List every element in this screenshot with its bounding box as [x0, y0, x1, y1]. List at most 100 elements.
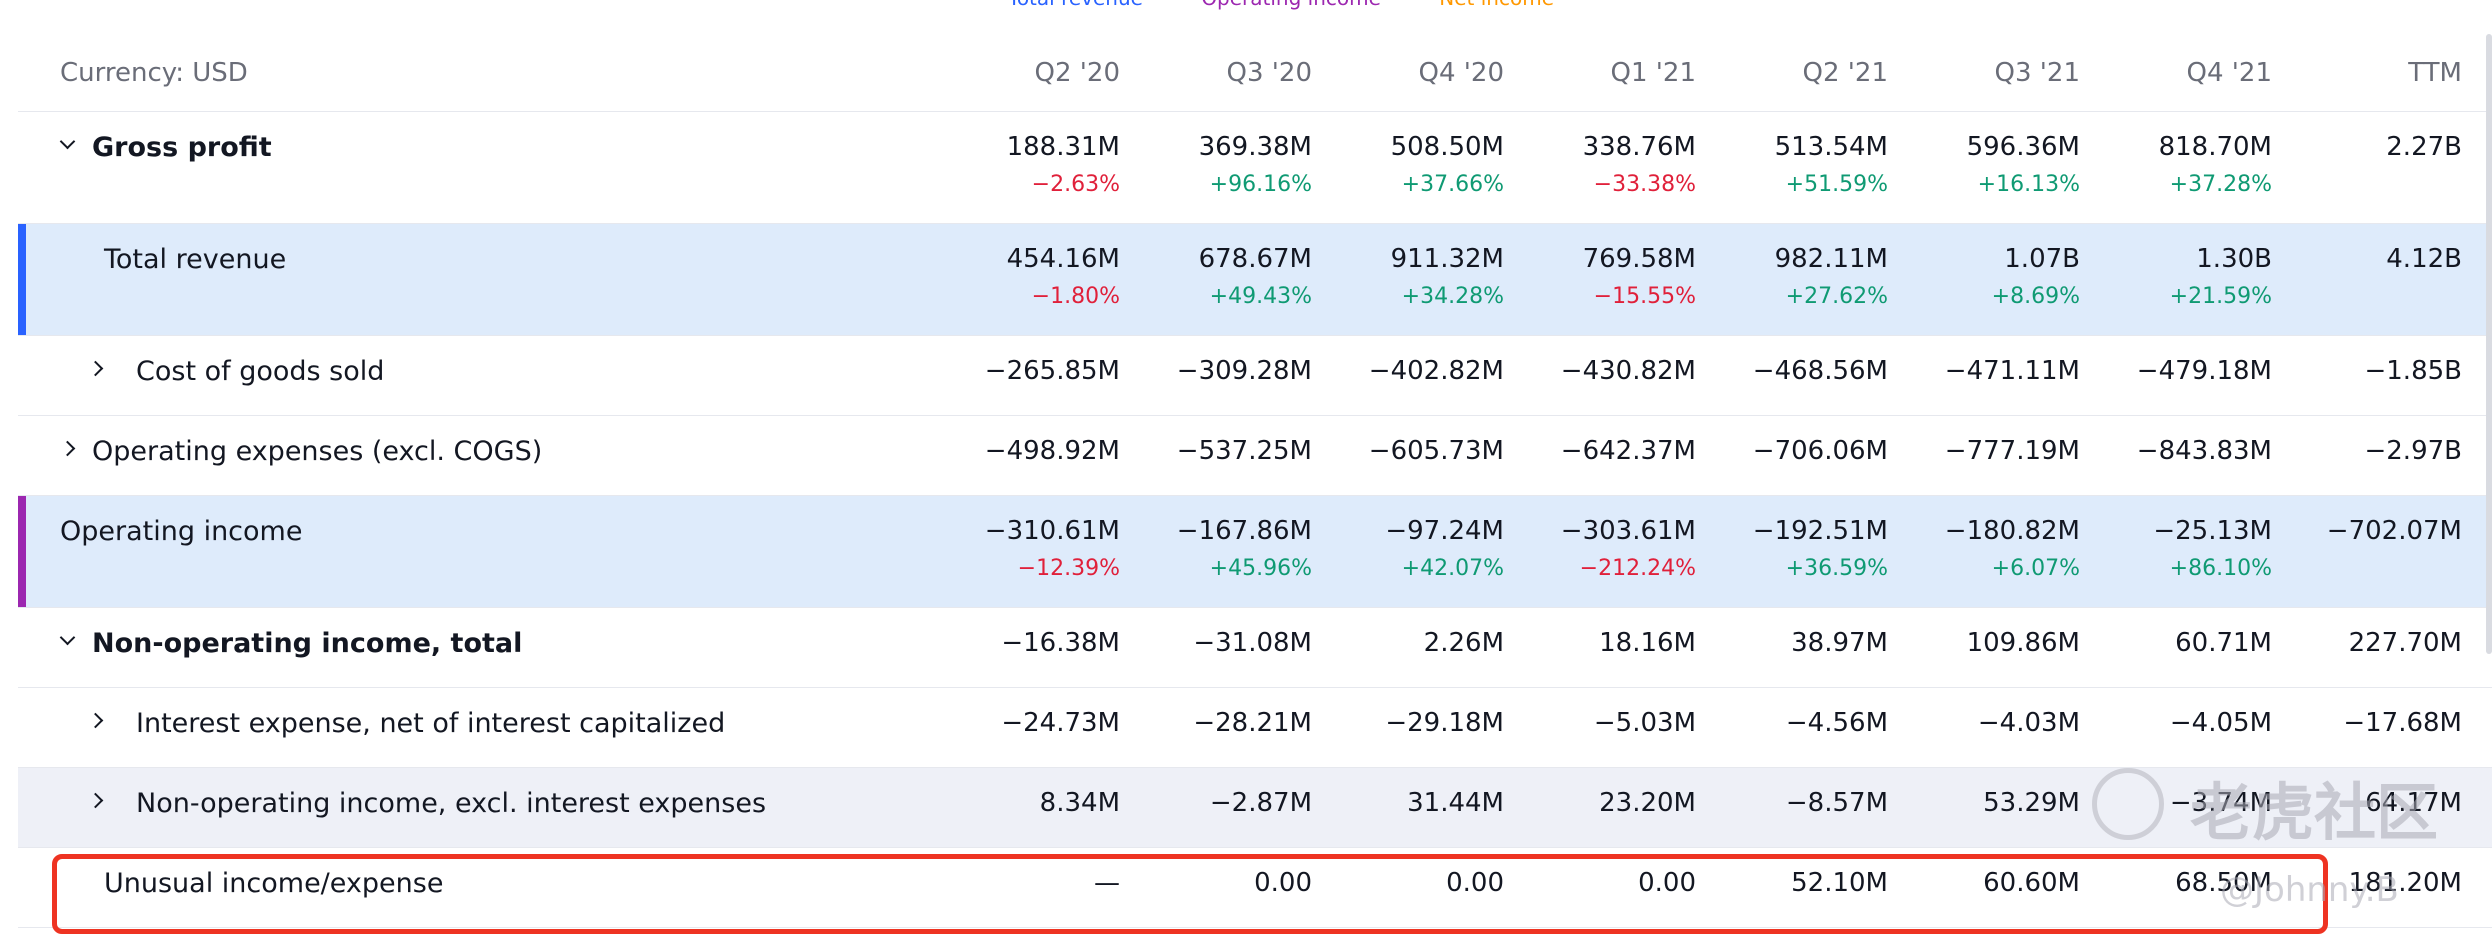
change-percent-cell: +36.59% [1785, 556, 1888, 581]
table-row[interactable]: Operating income −310.61M −167.86M −97.24M −… [18, 496, 2492, 608]
value-cell: 1.07B [2004, 244, 2080, 274]
change-percent-cell: −12.39% [1017, 556, 1120, 581]
change-percent-cell: −15.55% [1593, 284, 1696, 309]
column-header-period: Q4 '21 [2186, 58, 2272, 88]
value-cell: −4.03M [1977, 708, 2080, 738]
value-cell: −97.24M [1385, 516, 1504, 546]
table-header-row: Currency: USD Q2 '20 Q3 '20 Q4 '20 Q1 '21 Q2 … [18, 34, 2492, 112]
value-cell: 188.31M [1006, 132, 1120, 162]
value-cell: 52.10M [1791, 868, 1888, 898]
chevron-down-icon[interactable] [59, 629, 76, 646]
row-label: Cost of goods sold [136, 356, 385, 387]
change-percent-cell: −33.38% [1593, 172, 1696, 197]
value-cell: −479.18M [2136, 356, 2272, 386]
watermark-brand: 老虎社区 [2190, 776, 2439, 849]
value-cell: −265.85M [984, 356, 1120, 386]
table-row[interactable]: Gross profit 188.31M 369.38M 508.50M 338.76M… [18, 112, 2492, 224]
value-cell: 369.38M [1198, 132, 1312, 162]
value-cell: −498.92M [984, 436, 1120, 466]
row-label: Gross profit [92, 132, 272, 163]
financials-table: Currency: USD Q2 '20 Q3 '20 Q4 '20 Q1 '21 Q2 … [18, 34, 2492, 928]
chevron-right-icon[interactable] [59, 440, 76, 457]
change-percent-cell: +8.69% [1991, 284, 2080, 309]
change-percent-cell: +16.13% [1977, 172, 2080, 197]
legend-operating-income[interactable]: Operating income [1201, 0, 1381, 10]
value-cell: 68.50M [2175, 868, 2272, 898]
value-cell: 8.34M [1039, 788, 1120, 818]
legend-net-income[interactable]: Net income [1439, 0, 1554, 10]
value-cell: 769.58M [1582, 244, 1696, 274]
value-cell: 513.54M [1774, 132, 1888, 162]
value-cell: −2.97B [2364, 436, 2462, 466]
change-percent-cell: +49.43% [1209, 284, 1312, 309]
value-cell: 60.60M [1983, 868, 2080, 898]
table-row[interactable]: Operating expenses (excl. COGS) −498.92M −… [18, 416, 2492, 496]
legend-total-revenue[interactable]: Total revenue [1008, 0, 1143, 10]
change-percent-cell: −212.24% [1579, 556, 1696, 581]
value-cell: −2.87M [1209, 788, 1312, 818]
change-percent-cell: +37.66% [1401, 172, 1504, 197]
value-cell: 596.36M [1966, 132, 2080, 162]
change-percent-cell: +45.96% [1209, 556, 1312, 581]
value-cell: 23.20M [1599, 788, 1696, 818]
column-header-period: TTM [2408, 58, 2462, 88]
table-row[interactable]: Total revenue 454.16M 678.67M 911.32M 769.58… [18, 224, 2492, 336]
change-percent-cell: +27.62% [1785, 284, 1888, 309]
value-cell: −537.25M [1176, 436, 1312, 466]
column-header-period: Q4 '20 [1418, 58, 1504, 88]
table-row[interactable]: Non-operating income, excl. interest exp… [18, 768, 2492, 848]
change-percent-cell: +86.10% [2169, 556, 2272, 581]
tiger-logo-icon [2092, 768, 2164, 840]
value-cell: 53.29M [1983, 788, 2080, 818]
value-cell: 508.50M [1390, 132, 1504, 162]
table-row[interactable]: Interest expense, net of interest capita… [18, 688, 2492, 768]
chevron-right-icon[interactable] [87, 360, 104, 377]
table-row[interactable]: Non-operating income, total −16.38M −31.08… [18, 608, 2492, 688]
value-cell: −303.61M [1560, 516, 1696, 546]
value-cell: −702.07M [2326, 516, 2462, 546]
value-cell: −706.06M [1752, 436, 1888, 466]
row-label: Total revenue [104, 244, 287, 275]
value-cell: 678.67M [1198, 244, 1312, 274]
value-cell: 911.32M [1390, 244, 1504, 274]
value-cell: 109.86M [1966, 628, 2080, 658]
value-cell: −468.56M [1752, 356, 1888, 386]
value-cell: −25.13M [2153, 516, 2272, 546]
table-row[interactable]: Cost of goods sold −265.85M −309.28M −402.8… [18, 336, 2492, 416]
value-cell: 227.70M [2348, 628, 2462, 658]
value-cell: −17.68M [2343, 708, 2462, 738]
table-row[interactable]: Unusual income/expense — 0.00 0.00 0.00 52.10… [18, 848, 2492, 928]
chevron-right-icon[interactable] [87, 792, 104, 809]
highlight-annotation-box [52, 854, 2328, 934]
value-cell: 2.27B [2386, 132, 2462, 162]
value-cell: −605.73M [1368, 436, 1504, 466]
row-label: Operating income [60, 516, 303, 547]
value-cell: −180.82M [1944, 516, 2080, 546]
chart-legend: Total revenue Operating income Net incom… [1008, 0, 1606, 10]
row-label: Non-operating income, excl. interest exp… [136, 788, 767, 819]
row-label: Non-operating income, total [92, 628, 523, 659]
chevron-down-icon[interactable] [59, 133, 76, 150]
change-percent-cell: +42.07% [1401, 556, 1504, 581]
value-cell: −29.18M [1385, 708, 1504, 738]
value-cell: −430.82M [1560, 356, 1696, 386]
watermark-user: @Johnny.B [2220, 870, 2399, 910]
value-cell: −843.83M [2136, 436, 2272, 466]
value-cell: −4.05M [2169, 708, 2272, 738]
chevron-right-icon[interactable] [87, 712, 104, 729]
row-accent-bar [18, 496, 26, 607]
value-cell: 64.17M [2365, 788, 2462, 818]
value-cell: −28.21M [1193, 708, 1312, 738]
value-cell: −402.82M [1368, 356, 1504, 386]
value-cell: — [1094, 868, 1120, 898]
value-cell: 454.16M [1006, 244, 1120, 274]
row-label: Unusual income/expense [104, 868, 444, 899]
value-cell: −5.03M [1593, 708, 1696, 738]
value-cell: 0.00 [1446, 868, 1504, 898]
vertical-scrollbar[interactable] [2486, 34, 2492, 654]
value-cell: −310.61M [984, 516, 1120, 546]
column-header-period: Q2 '20 [1034, 58, 1120, 88]
value-cell: 181.20M [2348, 868, 2462, 898]
value-cell: 1.30B [2196, 244, 2272, 274]
currency-label: Currency: USD [60, 58, 248, 88]
